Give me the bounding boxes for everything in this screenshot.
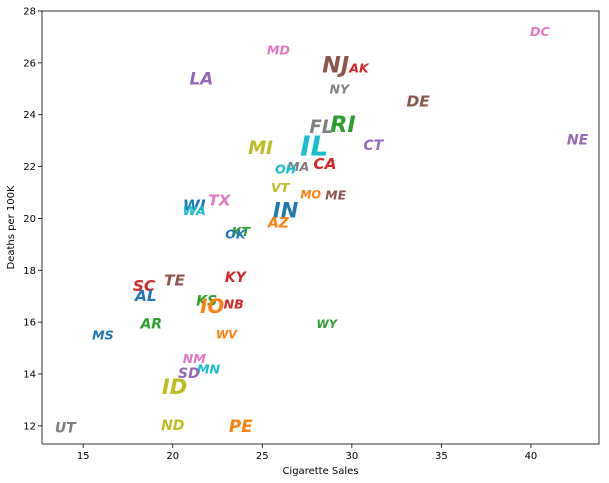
y-tick-label: 14	[23, 369, 36, 380]
y-tick-label: 18	[23, 266, 36, 277]
x-axis-title: Cigarette Sales	[282, 466, 358, 477]
point-label-me: ME	[325, 188, 347, 203]
y-tick-label: 22	[23, 162, 36, 173]
point-label-la: LA	[190, 68, 214, 88]
point-label-ar: AR	[139, 317, 162, 333]
plot-area	[41, 10, 600, 445]
x-tick-label: 25	[256, 451, 269, 462]
point-label-ks: KS	[196, 293, 217, 309]
y-axis-title: Deaths per 100K	[6, 185, 17, 270]
x-tick-label: 15	[77, 451, 90, 462]
point-label-wy: WY	[317, 318, 339, 331]
y-tick-label: 16	[23, 318, 36, 329]
point-label-wa: WA	[183, 203, 206, 218]
point-label-nd: ND	[161, 418, 184, 434]
point-label-al: AL	[134, 287, 157, 305]
point-label-oh: OH	[275, 162, 297, 177]
point-label-ut: UT	[55, 420, 77, 436]
point-label-ms: MS	[92, 328, 114, 343]
point-label-id: ID	[162, 375, 187, 399]
point-label-fl: FL	[309, 117, 333, 138]
point-label-ok: OK	[225, 226, 247, 241]
point-label-in: IN	[273, 199, 299, 223]
point-label-nb: NB	[224, 296, 244, 311]
point-label-mi: MI	[248, 138, 273, 159]
y-tick-label: 26	[23, 58, 36, 69]
point-label-mo: MO	[300, 189, 321, 202]
point-label-sd: SD	[178, 366, 200, 382]
point-label-pe: PE	[229, 416, 253, 436]
point-label-az: AZ	[267, 216, 290, 232]
point-label-sc: SC	[133, 277, 156, 295]
point-label-tx: TX	[208, 191, 231, 209]
point-label-ny: NY	[329, 81, 351, 96]
y-tick-label: 24	[23, 110, 36, 121]
point-label-ca: CA	[313, 155, 336, 173]
point-label-nm: NM	[183, 351, 207, 366]
point-label-ak: AK	[348, 61, 370, 76]
point-label-il: IL	[300, 129, 328, 162]
x-tick-label: 20	[166, 451, 179, 462]
x-tick-label: 35	[435, 451, 448, 462]
point-label-ma: MA	[287, 159, 309, 174]
point-label-te: TE	[164, 272, 185, 290]
point-label-wi: WI	[183, 196, 206, 214]
y-tick-label: 20	[23, 214, 36, 225]
point-label-wv: WV	[216, 329, 238, 342]
y-tick-label: 28	[23, 7, 36, 18]
point-label-kt: KT	[232, 224, 252, 239]
x-tick-label: 40	[525, 451, 538, 462]
x-tick-label: 30	[345, 451, 358, 462]
point-label-ct: CT	[363, 138, 384, 154]
y-tick-label: 12	[23, 421, 36, 432]
point-label-ne: NE	[567, 133, 589, 149]
point-label-dc: DC	[530, 24, 550, 39]
point-label-ri: RI	[330, 112, 356, 138]
point-label-ky: KY	[225, 270, 248, 286]
axis-ticks: 15 20 25 30 35 40 12 14 16 18 20 22 24 26 28	[23, 7, 537, 463]
point-label-mn: MN	[197, 361, 221, 376]
point-label-de: DE	[406, 93, 430, 111]
point-label-md: MD	[267, 42, 290, 57]
point-label-vt: VT	[271, 180, 291, 195]
point-label-io: IO	[200, 295, 224, 318]
point-label-nj: NJ	[322, 52, 349, 78]
